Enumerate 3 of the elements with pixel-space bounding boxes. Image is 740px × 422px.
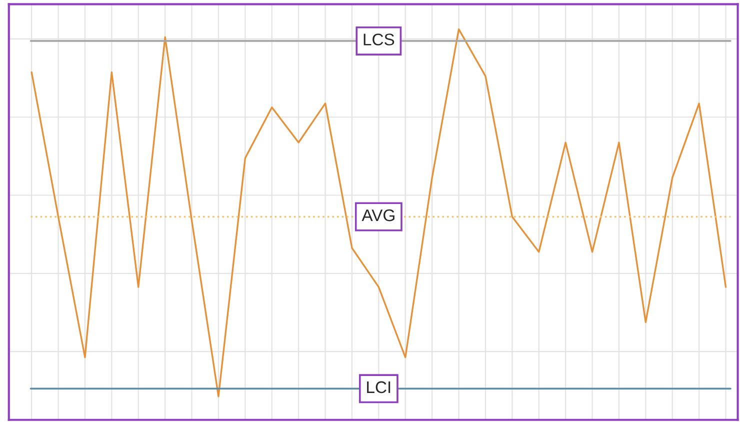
- ref-line-label: AVG: [362, 209, 394, 222]
- ref-line-label: LCS: [364, 34, 394, 46]
- ref-line-label: LCI: [367, 381, 390, 394]
